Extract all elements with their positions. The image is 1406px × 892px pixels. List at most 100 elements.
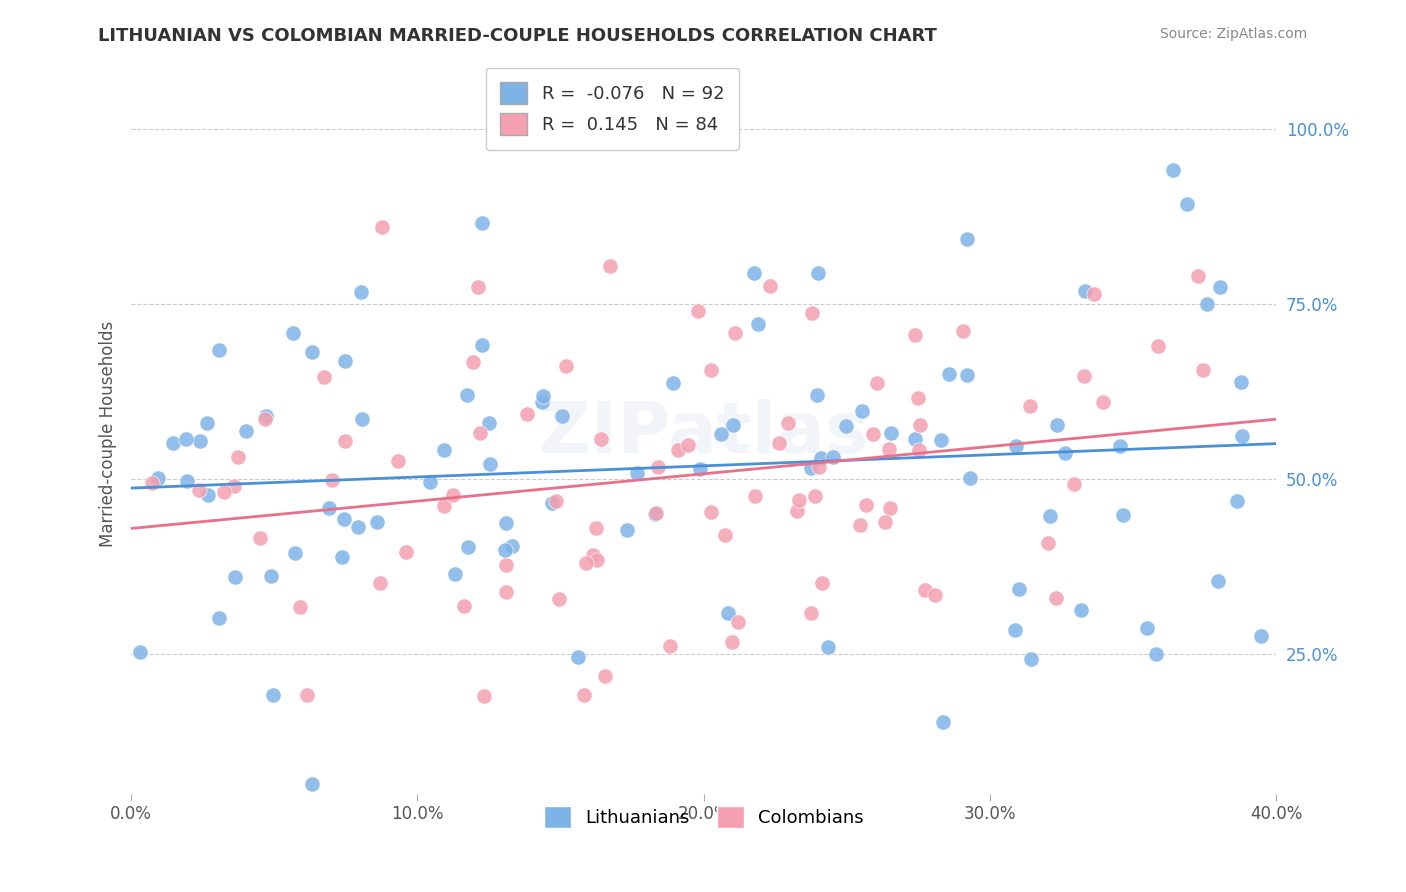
Point bbox=[467, 280, 489, 294]
Point bbox=[253, 411, 276, 425]
Point bbox=[318, 501, 340, 516]
Point bbox=[908, 418, 931, 433]
Point bbox=[938, 367, 960, 381]
Point bbox=[931, 714, 953, 729]
Point bbox=[810, 450, 832, 465]
Point bbox=[1136, 621, 1159, 635]
Text: LITHUANIAN VS COLOMBIAN MARRIED-COUPLE HOUSEHOLDS CORRELATION CHART: LITHUANIAN VS COLOMBIAN MARRIED-COUPLE H… bbox=[98, 27, 938, 45]
Point bbox=[914, 583, 936, 598]
Point bbox=[801, 306, 824, 320]
Point bbox=[1036, 535, 1059, 549]
Point bbox=[952, 324, 974, 338]
Point bbox=[1092, 395, 1115, 409]
Point bbox=[1045, 591, 1067, 606]
Point bbox=[222, 479, 245, 493]
Point bbox=[530, 394, 553, 409]
Point bbox=[647, 460, 669, 475]
Point bbox=[668, 442, 690, 457]
Point bbox=[249, 531, 271, 545]
Point bbox=[862, 427, 884, 442]
Point bbox=[433, 442, 456, 457]
Point bbox=[644, 506, 666, 520]
Point bbox=[197, 488, 219, 502]
Point bbox=[1073, 369, 1095, 384]
Point bbox=[1250, 629, 1272, 643]
Point bbox=[441, 488, 464, 502]
Point bbox=[141, 476, 163, 491]
Point bbox=[129, 645, 152, 659]
Point bbox=[591, 432, 613, 446]
Point bbox=[478, 416, 501, 430]
Point bbox=[758, 279, 780, 293]
Point bbox=[470, 337, 492, 351]
Point bbox=[593, 669, 616, 683]
Point bbox=[1063, 477, 1085, 491]
Point bbox=[879, 501, 901, 516]
Point bbox=[1195, 297, 1218, 311]
Point bbox=[835, 419, 858, 434]
Point bbox=[686, 303, 709, 318]
Point bbox=[787, 492, 810, 507]
Point bbox=[873, 515, 896, 529]
Point bbox=[849, 518, 872, 533]
Point bbox=[295, 689, 318, 703]
Point bbox=[1108, 439, 1130, 453]
Point bbox=[162, 436, 184, 450]
Point bbox=[855, 498, 877, 512]
Point bbox=[806, 388, 828, 402]
Point bbox=[1039, 508, 1062, 523]
Point bbox=[1005, 439, 1028, 453]
Point bbox=[1147, 338, 1170, 352]
Point bbox=[904, 433, 927, 447]
Point bbox=[572, 688, 595, 702]
Point bbox=[235, 424, 257, 438]
Point bbox=[347, 520, 370, 534]
Point bbox=[457, 541, 479, 555]
Point bbox=[474, 689, 496, 703]
Point bbox=[387, 453, 409, 467]
Point bbox=[433, 499, 456, 513]
Point bbox=[301, 344, 323, 359]
Point bbox=[924, 588, 946, 602]
Point bbox=[301, 777, 323, 791]
Point bbox=[676, 438, 699, 452]
Y-axis label: Married-couple Households: Married-couple Households bbox=[100, 320, 117, 547]
Point bbox=[554, 359, 576, 373]
Point bbox=[817, 640, 839, 654]
Point bbox=[495, 558, 517, 572]
Text: Source: ZipAtlas.com: Source: ZipAtlas.com bbox=[1160, 27, 1308, 41]
Point bbox=[1083, 287, 1105, 301]
Point bbox=[700, 363, 723, 377]
Point bbox=[778, 416, 800, 430]
Point bbox=[1112, 508, 1135, 522]
Point bbox=[1070, 603, 1092, 617]
Point bbox=[146, 471, 169, 485]
Point bbox=[551, 409, 574, 424]
Point bbox=[254, 409, 277, 424]
Point bbox=[585, 553, 607, 567]
Point bbox=[644, 507, 666, 521]
Point bbox=[263, 688, 285, 702]
Point bbox=[352, 412, 374, 426]
Point bbox=[479, 457, 502, 471]
Point bbox=[721, 635, 744, 649]
Point bbox=[1004, 623, 1026, 637]
Point bbox=[903, 327, 925, 342]
Point bbox=[195, 416, 218, 430]
Point bbox=[456, 388, 478, 402]
Point bbox=[283, 326, 305, 340]
Point bbox=[768, 436, 790, 450]
Point bbox=[314, 370, 336, 384]
Point bbox=[1008, 582, 1031, 596]
Point bbox=[699, 505, 721, 519]
Point bbox=[582, 549, 605, 563]
Point bbox=[368, 576, 391, 591]
Point bbox=[1074, 284, 1097, 298]
Point bbox=[567, 650, 589, 665]
Point bbox=[260, 569, 283, 583]
Point bbox=[1175, 197, 1198, 211]
Point bbox=[335, 354, 357, 368]
Point bbox=[616, 523, 638, 537]
Point bbox=[851, 403, 873, 417]
Point bbox=[1187, 268, 1209, 283]
